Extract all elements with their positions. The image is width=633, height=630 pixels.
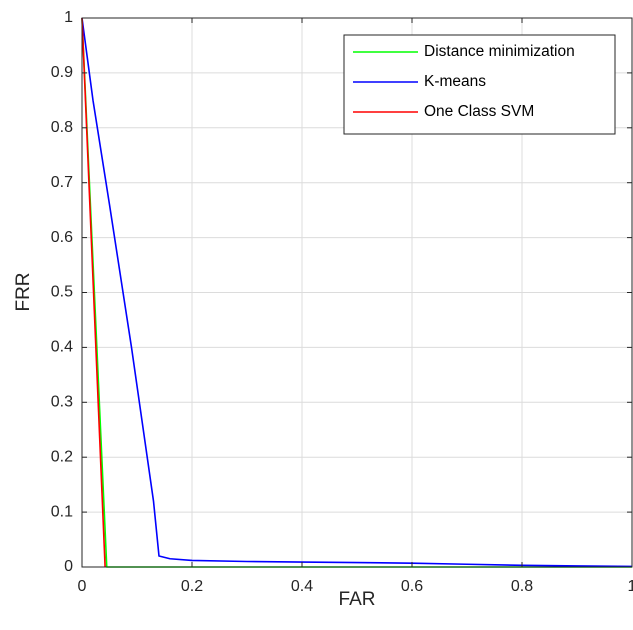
legend-box [343,34,616,135]
y-tick-label: 0 [64,558,73,575]
y-tick-label: 0.5 [51,284,73,301]
y-tick-label: 0.6 [51,229,73,246]
x-tick-label: 0.4 [291,578,313,595]
y-tick-label: 0.7 [51,174,73,191]
y-tick-label: 0.1 [51,503,73,520]
x-tick-label: 1 [628,578,633,595]
y-tick-label: 0.3 [51,394,73,411]
legend-label-distance-minimization: Distance minimization [424,43,575,60]
x-tick-label: 0.2 [181,578,203,595]
y-tick-label: 0.4 [51,339,73,356]
y-tick-label: 0.2 [51,448,73,465]
legend-label-one-class-svm: One Class SVM [424,103,534,120]
legend: Distance minimization K-means One Class … [343,34,616,135]
y-axis-title: FRR [13,272,34,311]
tick-marks [81,17,633,568]
y-tick-labels: 0 0.1 0.2 0.3 0.4 0.5 0.6 0.7 0.8 0.9 1 [51,9,73,575]
x-tick-labels: 0 0.2 0.4 0.6 0.8 1 [78,578,633,595]
x-axis-title: FAR [339,589,376,610]
y-tick-label: 0.9 [51,64,73,81]
series-line-one-class-svm [81,17,106,568]
series-line-k-means [81,17,633,568]
legend-label-k-means: K-means [424,73,486,90]
y-tick-label: 1 [64,9,73,26]
x-tick-label: 0 [78,578,87,595]
y-tick-label: 0.8 [51,119,73,136]
x-tick-label: 0.6 [401,578,423,595]
x-tick-label: 0.8 [511,578,533,595]
